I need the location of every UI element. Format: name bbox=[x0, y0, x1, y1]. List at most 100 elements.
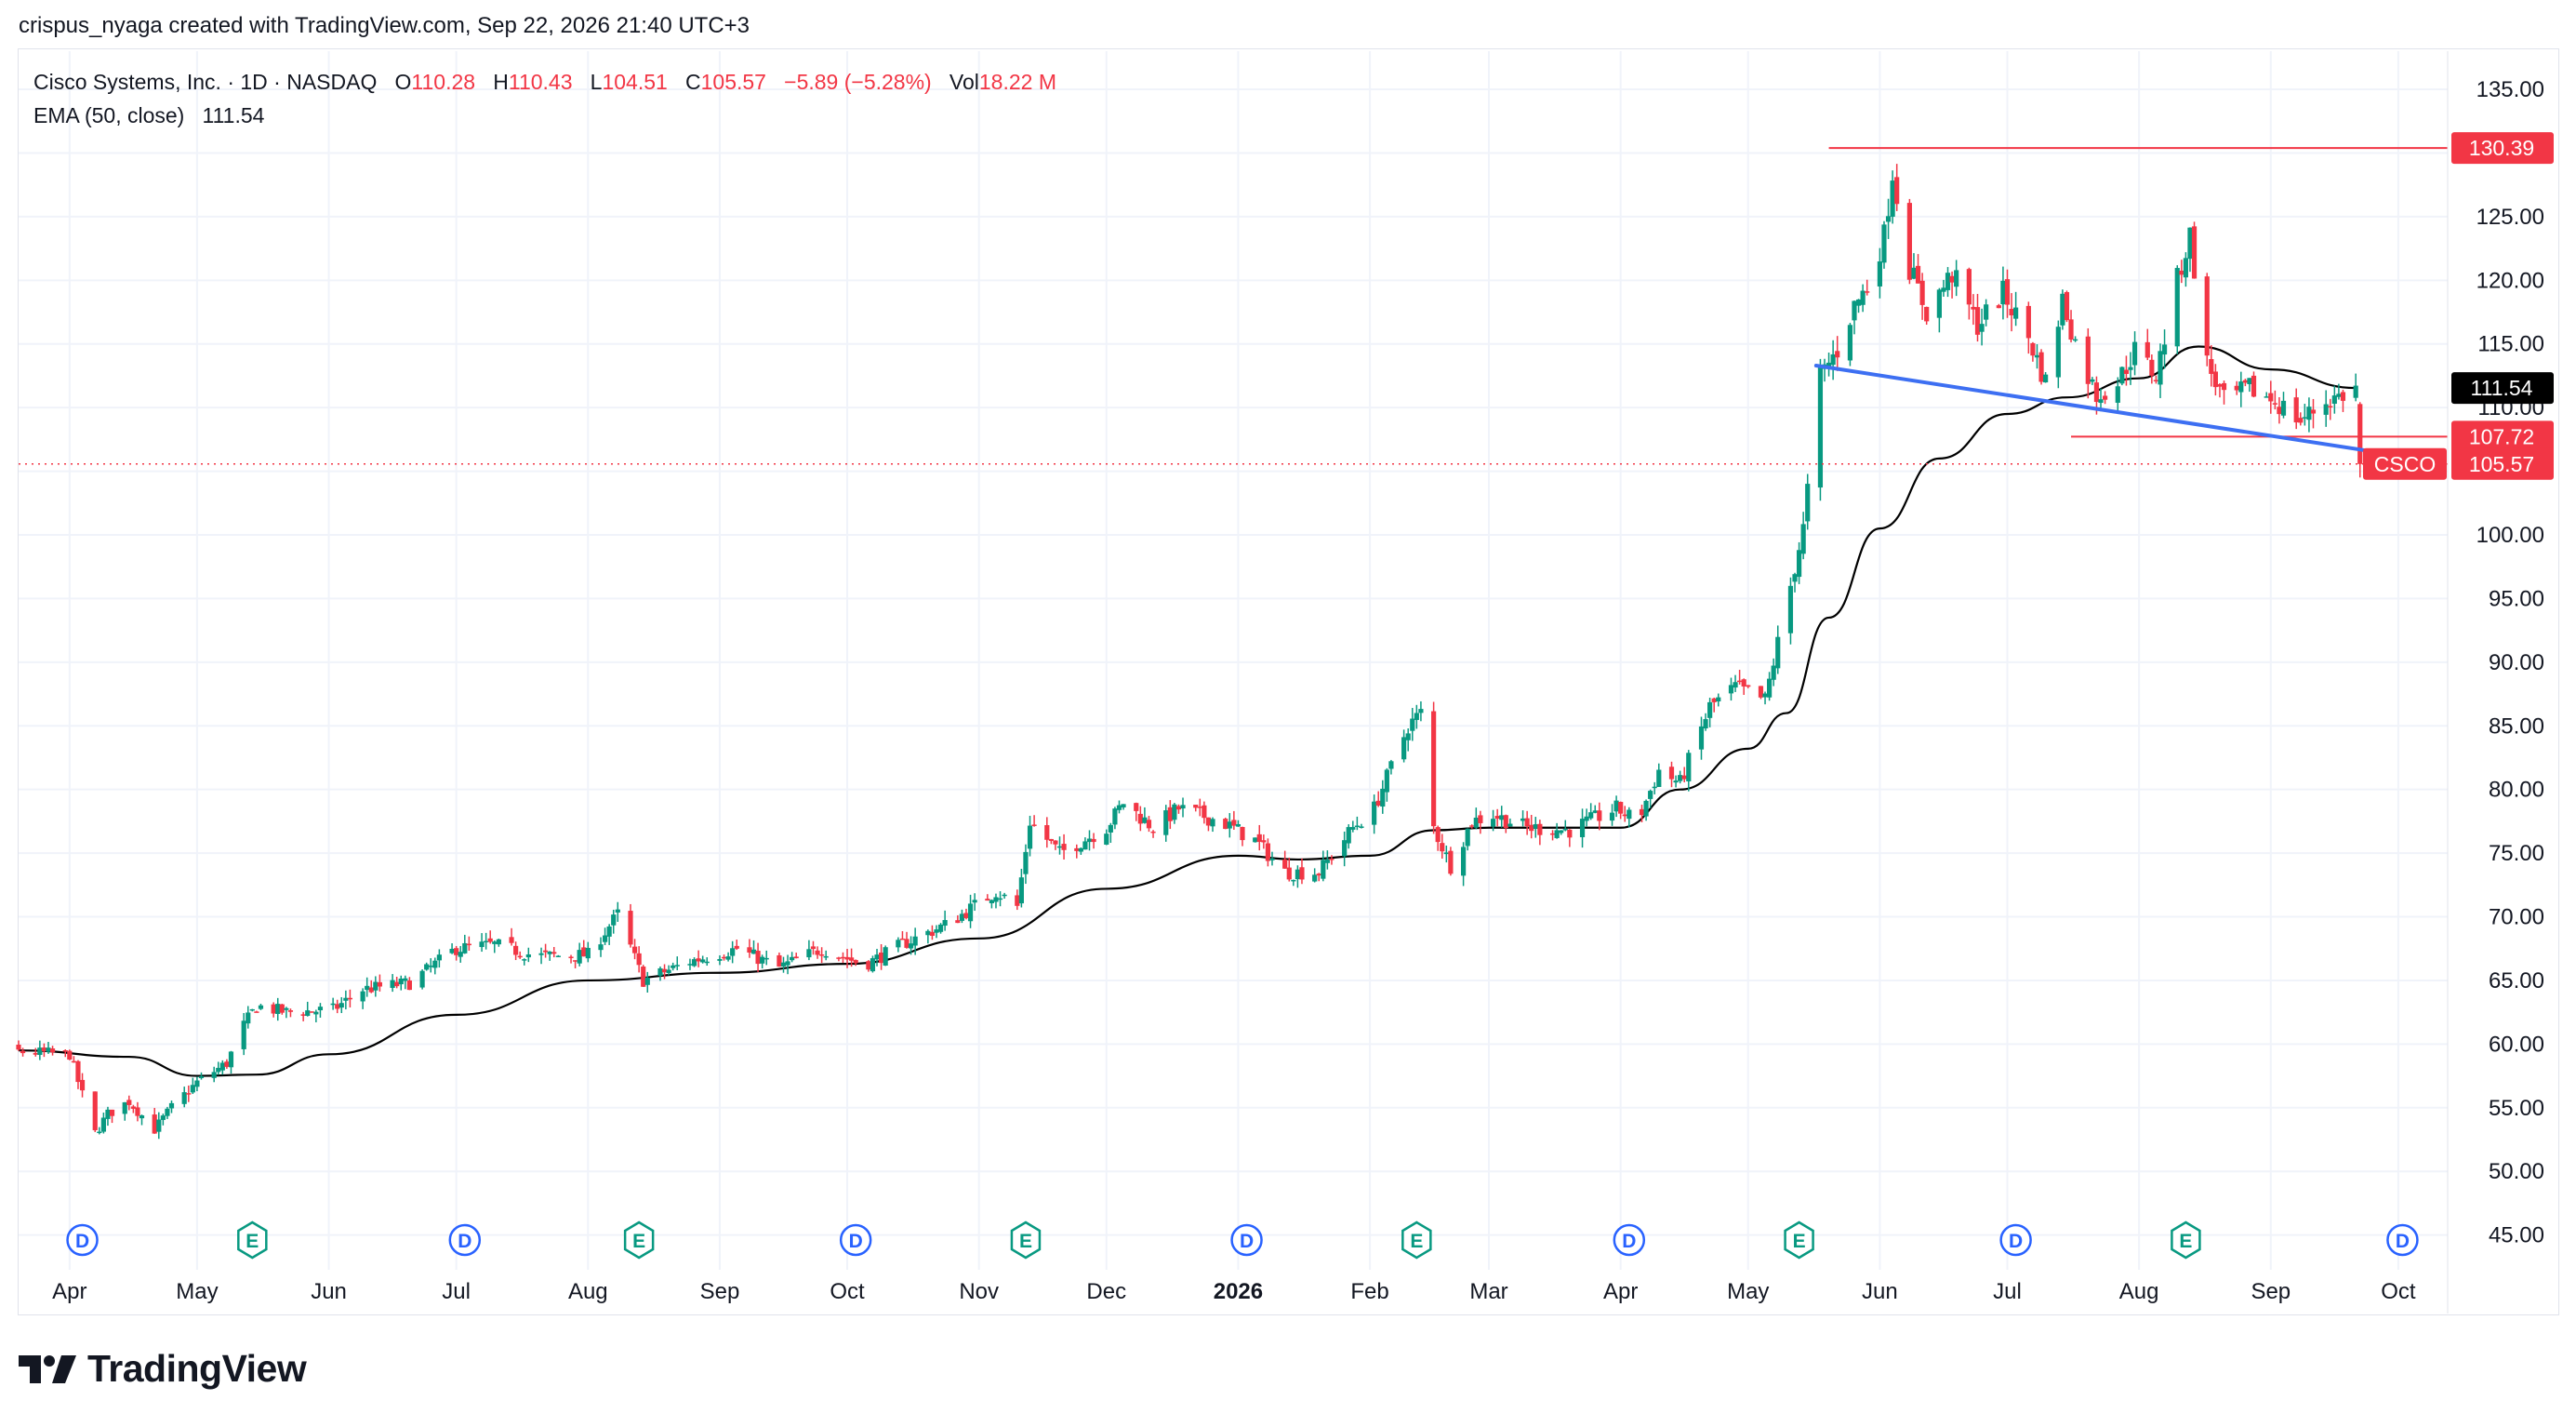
candle[interactable] bbox=[16, 1040, 21, 1051]
candle[interactable] bbox=[1762, 691, 1768, 705]
candle[interactable] bbox=[585, 941, 591, 963]
candle[interactable] bbox=[883, 945, 888, 967]
candle[interactable] bbox=[2034, 344, 2040, 369]
candle[interactable] bbox=[487, 930, 493, 944]
candle[interactable] bbox=[1235, 820, 1242, 827]
candle[interactable] bbox=[696, 950, 701, 967]
candle[interactable] bbox=[1984, 299, 1989, 327]
candle[interactable] bbox=[972, 893, 977, 912]
candle[interactable] bbox=[462, 934, 468, 954]
candle[interactable] bbox=[403, 975, 408, 990]
candle[interactable] bbox=[551, 947, 557, 958]
candle[interactable] bbox=[844, 949, 850, 968]
candle[interactable] bbox=[190, 1077, 195, 1095]
candle[interactable] bbox=[1448, 847, 1454, 876]
candle[interactable] bbox=[2242, 379, 2248, 387]
candle[interactable] bbox=[228, 1050, 234, 1074]
dividend-marker[interactable]: D bbox=[1999, 1223, 2032, 1257]
candle[interactable] bbox=[815, 946, 820, 959]
candle[interactable] bbox=[2247, 378, 2252, 393]
candle[interactable] bbox=[1767, 672, 1773, 701]
candle[interactable] bbox=[1549, 830, 1556, 841]
candle[interactable] bbox=[2090, 377, 2095, 385]
candle[interactable] bbox=[1746, 685, 1751, 688]
candle[interactable] bbox=[1175, 804, 1182, 814]
candle[interactable] bbox=[1678, 770, 1683, 784]
candle[interactable] bbox=[2264, 392, 2269, 398]
dividend-marker[interactable]: D bbox=[448, 1223, 482, 1257]
candle[interactable] bbox=[2179, 260, 2184, 284]
candle[interactable] bbox=[1150, 830, 1156, 838]
candle[interactable] bbox=[1027, 815, 1033, 857]
candle[interactable] bbox=[130, 1104, 136, 1114]
candle[interactable] bbox=[691, 957, 697, 967]
candle[interactable] bbox=[2131, 331, 2138, 376]
candle[interactable] bbox=[1919, 273, 1925, 320]
candle[interactable] bbox=[1835, 336, 1840, 371]
candle[interactable] bbox=[135, 1101, 140, 1122]
candle[interactable] bbox=[165, 1106, 170, 1119]
candle[interactable] bbox=[671, 962, 676, 971]
candle[interactable] bbox=[687, 958, 693, 970]
candle[interactable] bbox=[398, 975, 404, 991]
candle[interactable] bbox=[929, 925, 936, 940]
candle[interactable] bbox=[1167, 800, 1173, 830]
candle[interactable] bbox=[436, 949, 442, 968]
candle[interactable] bbox=[479, 933, 485, 953]
drawings[interactable] bbox=[19, 147, 2448, 465]
candle[interactable] bbox=[79, 1073, 86, 1098]
candle[interactable] bbox=[572, 960, 578, 968]
candle[interactable] bbox=[1104, 829, 1109, 846]
price-axis[interactable]: 45.00 50.00 55.00 60.00 65.00 70.00 75.00 80.00… bbox=[2447, 51, 2544, 1314]
candle[interactable] bbox=[1618, 801, 1624, 820]
candle[interactable] bbox=[1405, 728, 1411, 752]
candle[interactable] bbox=[1681, 767, 1687, 782]
candle[interactable] bbox=[2353, 373, 2358, 402]
candle[interactable] bbox=[1698, 716, 1705, 760]
candle[interactable] bbox=[1954, 260, 1959, 297]
candle[interactable] bbox=[2328, 398, 2333, 420]
candle[interactable] bbox=[1906, 198, 1912, 285]
candle[interactable] bbox=[1137, 806, 1143, 832]
candle[interactable] bbox=[2293, 388, 2299, 430]
candle[interactable] bbox=[1210, 817, 1215, 833]
candle[interactable] bbox=[2004, 269, 2011, 318]
candle[interactable] bbox=[1652, 781, 1657, 794]
candle[interactable] bbox=[186, 1085, 192, 1102]
candle[interactable] bbox=[1329, 855, 1334, 865]
candle[interactable] bbox=[1822, 358, 1827, 382]
candle[interactable] bbox=[2064, 290, 2070, 323]
candle[interactable] bbox=[1256, 824, 1262, 851]
candle[interactable] bbox=[406, 977, 412, 991]
candle[interactable] bbox=[1579, 808, 1586, 848]
candle[interactable] bbox=[2340, 389, 2346, 412]
candle[interactable] bbox=[419, 969, 425, 990]
candle[interactable] bbox=[644, 971, 650, 993]
candle[interactable] bbox=[581, 940, 587, 957]
dividend-marker[interactable]: D bbox=[1613, 1223, 1646, 1257]
candle[interactable] bbox=[1205, 817, 1212, 832]
candle[interactable] bbox=[160, 1114, 166, 1126]
candle[interactable] bbox=[2009, 293, 2014, 332]
candle[interactable] bbox=[2331, 385, 2337, 414]
candle[interactable] bbox=[967, 894, 974, 928]
candle[interactable] bbox=[1388, 759, 1394, 775]
candle[interactable] bbox=[241, 1013, 246, 1056]
candle[interactable] bbox=[2030, 341, 2036, 362]
candle[interactable] bbox=[1384, 767, 1389, 802]
candle[interactable] bbox=[611, 909, 617, 934]
candle[interactable] bbox=[1346, 824, 1351, 849]
candle[interactable] bbox=[2013, 291, 2019, 327]
candle[interactable] bbox=[1507, 818, 1513, 827]
candle[interactable] bbox=[899, 930, 906, 940]
candle[interactable] bbox=[1728, 677, 1734, 701]
candle[interactable] bbox=[1291, 879, 1296, 887]
candle[interactable] bbox=[2128, 352, 2133, 385]
candle[interactable] bbox=[1737, 670, 1743, 685]
candle[interactable] bbox=[2149, 354, 2155, 384]
candle[interactable] bbox=[2336, 383, 2342, 400]
candle[interactable] bbox=[1792, 572, 1798, 593]
candle[interactable] bbox=[1061, 834, 1067, 860]
candle[interactable] bbox=[2212, 364, 2218, 396]
